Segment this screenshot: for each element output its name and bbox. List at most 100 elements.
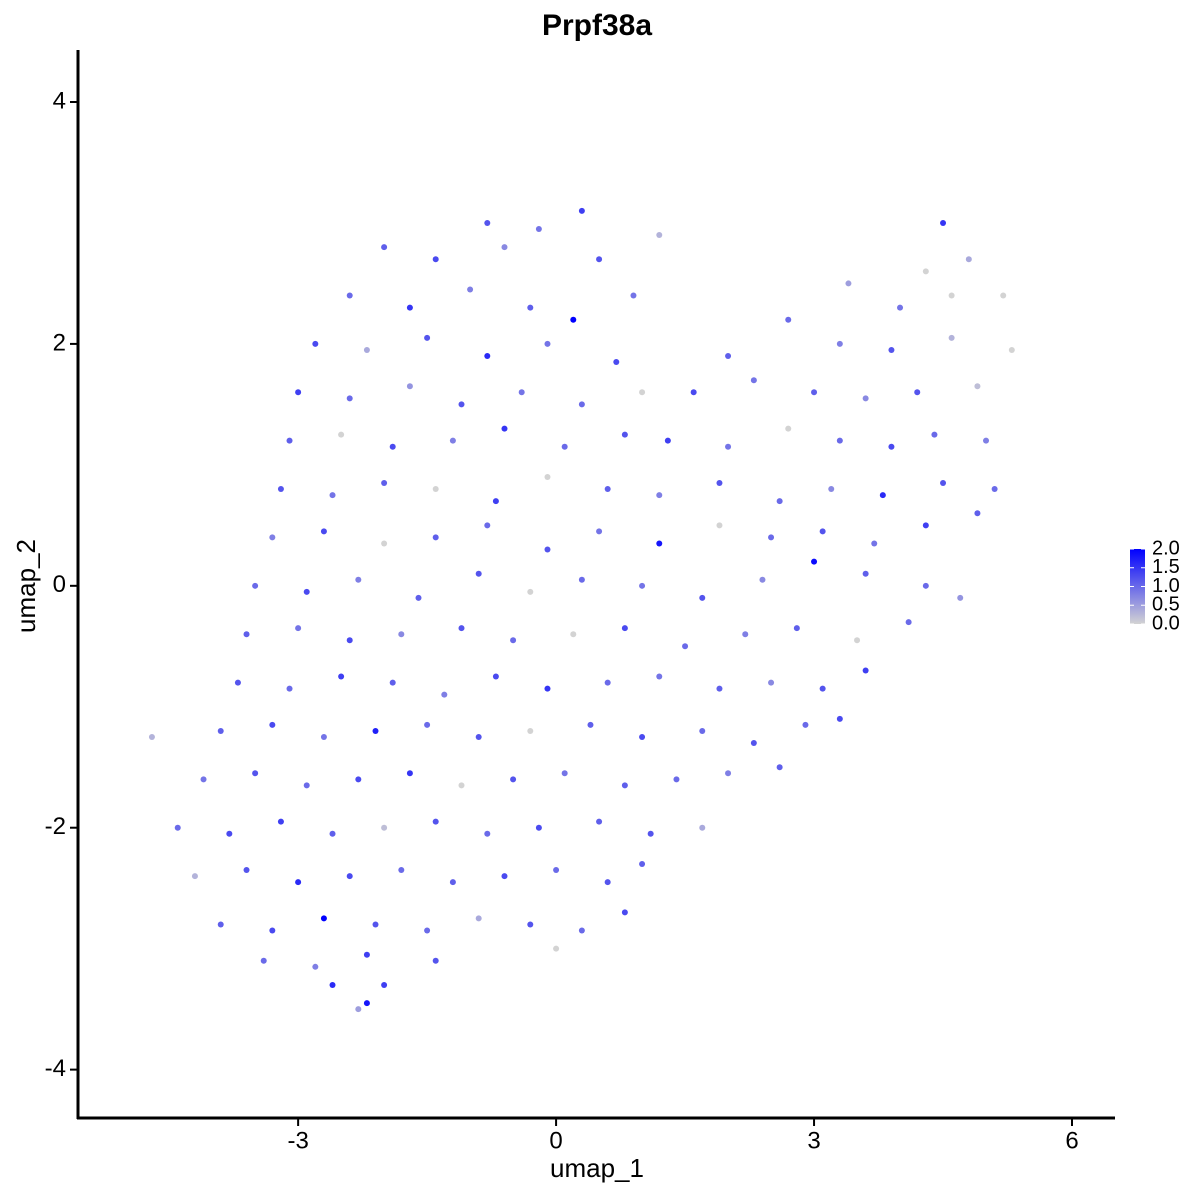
point [630, 292, 637, 299]
point [845, 280, 852, 287]
point [776, 764, 783, 771]
point [329, 981, 336, 988]
point [553, 867, 560, 874]
point [716, 685, 723, 692]
point [570, 316, 577, 323]
point [725, 443, 732, 450]
point [699, 727, 706, 734]
point [243, 867, 250, 874]
point [836, 340, 843, 347]
point [750, 377, 757, 384]
point [596, 528, 603, 535]
chart-title: Prpf38a [542, 9, 652, 42]
point [974, 383, 981, 390]
y-tick-label: 2 [53, 329, 66, 356]
point [269, 927, 276, 934]
point [957, 594, 964, 601]
point [389, 679, 396, 686]
point [639, 734, 646, 741]
point [449, 879, 456, 886]
point [363, 951, 370, 958]
point [381, 480, 388, 487]
point [329, 830, 336, 837]
point [828, 486, 835, 493]
point [269, 534, 276, 541]
point [243, 631, 250, 638]
point [484, 522, 491, 529]
point [441, 691, 448, 698]
point [510, 637, 517, 644]
point [922, 268, 929, 275]
point [673, 776, 680, 783]
point [716, 522, 723, 529]
y-tick-label: 0 [53, 571, 66, 598]
point [570, 631, 577, 638]
point [785, 425, 792, 432]
point [338, 431, 345, 438]
point [320, 528, 327, 535]
x-tick-label: 6 [1065, 1127, 1078, 1154]
point [501, 244, 508, 251]
point [639, 861, 646, 868]
y-axis-label: umap_2 [11, 539, 41, 633]
point [415, 594, 422, 601]
point [604, 679, 611, 686]
point [553, 945, 560, 952]
point [484, 353, 491, 360]
point [381, 824, 388, 831]
point [355, 576, 362, 583]
point [527, 304, 534, 311]
point [983, 437, 990, 444]
colorbar-label: 1.5 [1152, 556, 1180, 578]
point [492, 498, 499, 505]
point [656, 540, 663, 547]
point [475, 570, 482, 577]
point [535, 824, 542, 831]
point [862, 395, 869, 402]
point [320, 915, 327, 922]
point [475, 734, 482, 741]
point [690, 389, 697, 396]
point [432, 957, 439, 964]
point [811, 558, 818, 565]
point [621, 782, 628, 789]
point [931, 431, 938, 438]
point [295, 625, 302, 632]
point [527, 588, 534, 595]
point [458, 782, 465, 789]
point [621, 625, 628, 632]
point [888, 443, 895, 450]
point [1000, 292, 1007, 299]
point [725, 353, 732, 360]
point [922, 582, 929, 589]
point [802, 721, 809, 728]
point [656, 492, 663, 499]
point [252, 582, 259, 589]
point [948, 292, 955, 299]
point [639, 389, 646, 396]
point [191, 873, 198, 880]
point [922, 522, 929, 529]
point [346, 395, 353, 402]
point [725, 770, 732, 777]
point [510, 776, 517, 783]
point [217, 921, 224, 928]
point [432, 534, 439, 541]
point [338, 673, 345, 680]
point [819, 685, 826, 692]
point [303, 588, 310, 595]
point [656, 673, 663, 680]
point [768, 679, 775, 686]
colorbar-label: 0.5 [1152, 594, 1180, 616]
point [389, 443, 396, 450]
point [793, 625, 800, 632]
y-tick-label: -2 [45, 813, 66, 840]
point [561, 770, 568, 777]
point [286, 685, 293, 692]
x-tick-label: -3 [287, 1127, 308, 1154]
point [862, 667, 869, 674]
point [346, 292, 353, 299]
point [544, 546, 551, 553]
